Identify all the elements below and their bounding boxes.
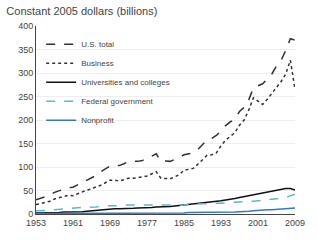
svg-text:U.S. total: U.S. total [81,40,114,49]
svg-text:150: 150 [18,139,33,149]
svg-text:400: 400 [18,21,33,31]
svg-text:Nonprofit: Nonprofit [81,116,114,125]
svg-text:200: 200 [18,115,33,125]
svg-text:2001: 2001 [248,218,268,228]
svg-text:1961: 1961 [63,218,83,228]
svg-text:1993: 1993 [211,218,231,228]
svg-text:50: 50 [23,186,33,196]
svg-text:Business: Business [81,59,113,68]
svg-text:Universities and colleges: Universities and colleges [81,78,169,87]
svg-text:250: 250 [18,92,33,102]
svg-text:100: 100 [18,162,33,172]
svg-text:1977: 1977 [137,218,157,228]
svg-text:0: 0 [28,209,33,219]
svg-text:1969: 1969 [100,218,120,228]
svg-text:1985: 1985 [174,218,194,228]
svg-text:Federal government: Federal government [81,97,153,106]
svg-text:2009: 2009 [285,218,305,228]
svg-text:Constant 2005 dollars (billion: Constant 2005 dollars (billions) [6,5,157,17]
svg-text:300: 300 [18,68,33,78]
svg-text:1953: 1953 [26,218,46,228]
svg-text:350: 350 [18,45,33,55]
